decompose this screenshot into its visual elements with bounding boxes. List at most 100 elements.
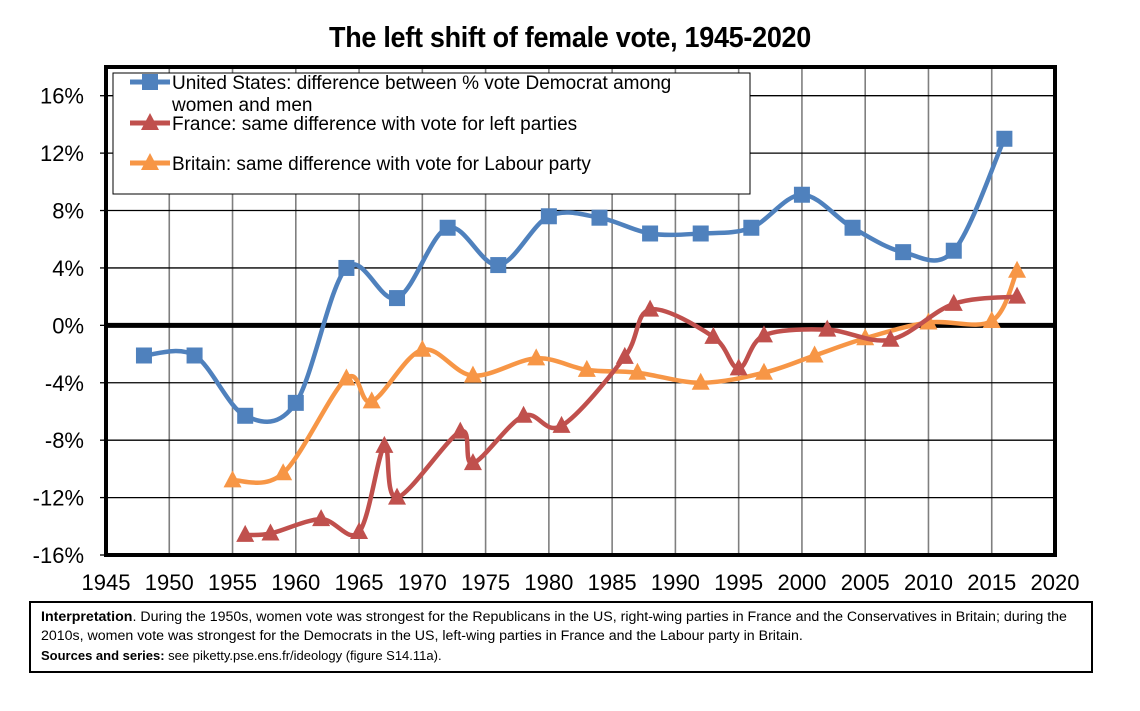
series-line bbox=[242, 294, 1020, 538]
legend-swatch-marker bbox=[141, 113, 159, 130]
x-tick-label: 1985 bbox=[588, 570, 637, 595]
data-point bbox=[388, 487, 407, 505]
data-point bbox=[463, 365, 482, 383]
data-point bbox=[754, 362, 773, 380]
legend-label: United States: difference between % vote… bbox=[172, 73, 671, 94]
data-point bbox=[895, 244, 912, 261]
data-point bbox=[552, 415, 571, 433]
data-point bbox=[312, 509, 331, 527]
x-tick-label: 1975 bbox=[461, 570, 510, 595]
legend-label: women and men bbox=[171, 95, 312, 116]
data-point bbox=[514, 405, 533, 423]
data-point bbox=[439, 219, 456, 236]
x-tick-label: 1995 bbox=[714, 570, 763, 595]
y-tick-label: 0% bbox=[52, 313, 84, 338]
data-point bbox=[274, 463, 293, 481]
data-point bbox=[996, 130, 1013, 147]
data-point bbox=[261, 523, 280, 541]
data-point bbox=[237, 407, 254, 424]
legend-label: Britain: same difference with vote for L… bbox=[172, 154, 591, 175]
data-point bbox=[628, 362, 647, 380]
y-tick-label: -4% bbox=[45, 371, 84, 396]
series-line bbox=[230, 268, 1020, 485]
legend-box bbox=[112, 72, 751, 195]
series-1 bbox=[236, 286, 1027, 542]
x-tick-label: 1945 bbox=[82, 570, 131, 595]
data-point bbox=[451, 421, 470, 439]
data-point bbox=[236, 524, 255, 542]
data-point bbox=[642, 225, 659, 242]
data-point bbox=[881, 329, 900, 347]
data-point bbox=[540, 208, 557, 225]
x-tick-label: 1980 bbox=[524, 570, 573, 595]
data-point bbox=[945, 242, 962, 259]
data-point bbox=[287, 394, 304, 411]
x-axis-ticks: 1945 1950 1955 1960 1965 1970 1975 1980 1985 1990… bbox=[82, 570, 1080, 595]
interpretation-text: . During the 1950s, women vote was stron… bbox=[41, 609, 1067, 644]
y-tick-label: 12% bbox=[40, 141, 84, 166]
data-point bbox=[490, 257, 507, 274]
data-point bbox=[186, 347, 203, 364]
x-tick-label: 2010 bbox=[904, 570, 953, 595]
data-point bbox=[463, 453, 482, 471]
x-tick-label: 2005 bbox=[841, 570, 890, 595]
data-point bbox=[375, 435, 394, 453]
y-tick-label: 16% bbox=[40, 84, 84, 109]
interpretation-label: Interpretation bbox=[41, 609, 133, 625]
y-tick-label: -12% bbox=[33, 486, 84, 511]
data-point bbox=[135, 347, 152, 364]
y-tick-label: -8% bbox=[45, 428, 84, 453]
data-point bbox=[615, 346, 634, 364]
legend-item: Britain: same difference with vote for L… bbox=[130, 153, 591, 175]
data-point bbox=[844, 219, 861, 236]
data-point bbox=[591, 209, 608, 226]
x-tick-label: 2020 bbox=[1031, 570, 1080, 595]
data-point bbox=[818, 319, 837, 337]
legend-item: France: same difference with vote for le… bbox=[130, 113, 577, 135]
x-tick-label: 1955 bbox=[208, 570, 257, 595]
data-point bbox=[729, 358, 748, 376]
legend-item: United States: difference between % vote… bbox=[130, 73, 671, 116]
legend-swatch-marker bbox=[141, 153, 159, 170]
data-point bbox=[223, 470, 242, 488]
data-point bbox=[527, 348, 546, 366]
data-point bbox=[362, 391, 381, 409]
x-tick-label: 1990 bbox=[651, 570, 700, 595]
y-tick-label: -16% bbox=[33, 543, 84, 568]
data-point bbox=[350, 522, 369, 540]
y-tick-label: 4% bbox=[52, 256, 84, 281]
data-point bbox=[704, 326, 723, 344]
y-axis-ticks: 16% 12% 8% 4% 0% -4% -8% -12% -16% bbox=[33, 84, 106, 568]
series-group bbox=[135, 130, 1027, 542]
data-point bbox=[413, 339, 432, 357]
sources-text: see piketty.pse.ens.fr/ideology (figure … bbox=[164, 648, 442, 663]
data-point bbox=[1008, 260, 1027, 278]
chart-plot: 16% 12% 8% 4% 0% -4% -8% -12% -16% 1945 1950 1955 1… bbox=[33, 65, 1080, 595]
legend: United States: difference between % vote… bbox=[112, 72, 751, 195]
sources-label: Sources and series: bbox=[41, 648, 165, 663]
data-point bbox=[577, 359, 596, 377]
x-tick-label: 1950 bbox=[145, 570, 194, 595]
data-point bbox=[338, 259, 355, 276]
data-point bbox=[805, 345, 824, 363]
data-point bbox=[692, 225, 709, 242]
data-point bbox=[337, 368, 356, 386]
x-tick-label: 2015 bbox=[967, 570, 1016, 595]
series-2 bbox=[223, 260, 1027, 488]
chart-title: The left shift of female vote, 1945-2020 bbox=[329, 22, 811, 54]
data-point bbox=[743, 219, 760, 236]
y-tick-label: 8% bbox=[52, 199, 84, 224]
series-0 bbox=[135, 130, 1013, 424]
data-point bbox=[691, 372, 710, 390]
x-tick-label: 1965 bbox=[335, 570, 384, 595]
x-tick-label: 2000 bbox=[777, 570, 826, 595]
data-point bbox=[982, 311, 1001, 329]
data-point bbox=[641, 299, 660, 317]
data-point bbox=[793, 186, 810, 203]
data-point bbox=[1008, 286, 1027, 304]
data-point bbox=[944, 293, 963, 311]
plot-frame bbox=[104, 65, 1057, 557]
legend-swatch-marker bbox=[142, 74, 158, 90]
interpretation-note: Interpretation. During the 1950s, women … bbox=[29, 601, 1093, 673]
plot-frame-group bbox=[104, 65, 1057, 557]
